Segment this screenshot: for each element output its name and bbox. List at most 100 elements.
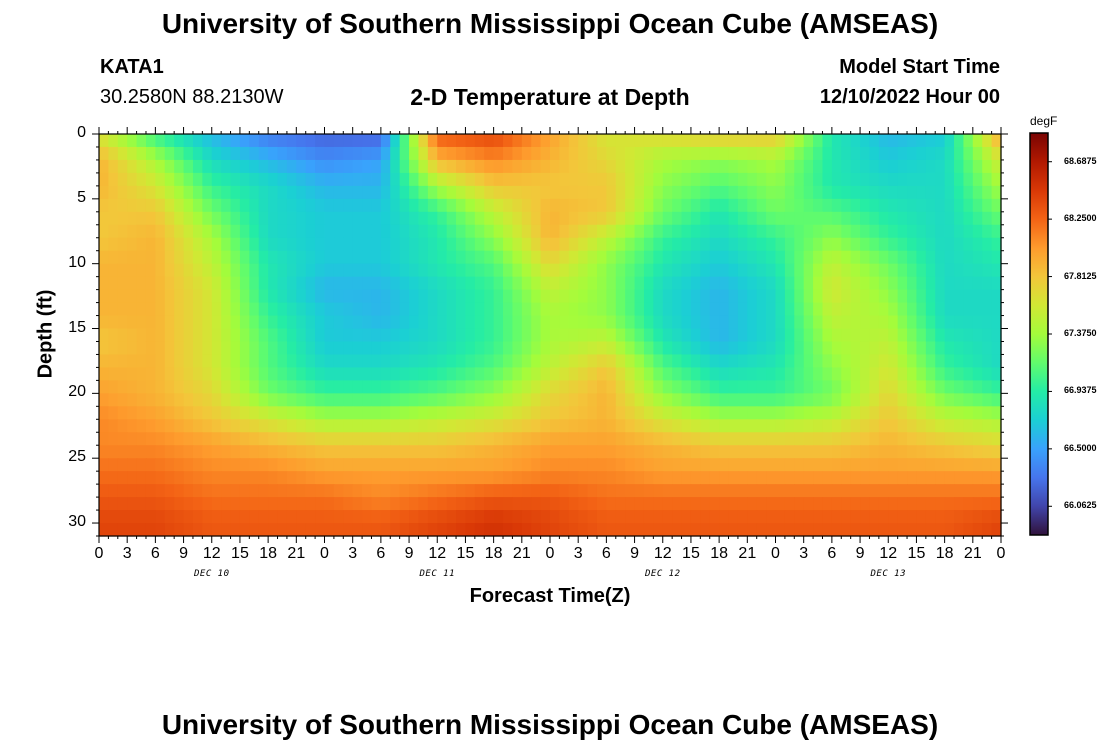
heatmap-cell [831, 406, 842, 420]
heatmap-cell [456, 406, 467, 420]
heatmap-cell [315, 134, 326, 148]
heatmap-cell [277, 198, 288, 213]
heatmap-cell [756, 185, 767, 200]
heatmap-cell [897, 250, 908, 265]
heatmap-cell [343, 185, 354, 200]
heatmap-cell [202, 276, 213, 291]
heatmap-cell [700, 198, 711, 213]
heatmap-cell [493, 276, 504, 291]
heatmap-cell [296, 523, 307, 537]
heatmap-cell [380, 198, 391, 213]
heatmap-cell [841, 432, 852, 446]
heatmap-cell [380, 445, 391, 459]
heatmap-cell [681, 406, 692, 420]
heatmap-cell [239, 276, 250, 291]
heatmap-cell [813, 250, 824, 265]
heatmap-cell [390, 341, 401, 356]
heatmap-cell [484, 471, 495, 485]
heatmap-cell [380, 419, 391, 433]
heatmap-cell [456, 341, 467, 356]
heatmap-cell [672, 406, 683, 420]
heatmap-cell [596, 211, 607, 226]
heatmap-cell [446, 302, 457, 317]
heatmap-cell [192, 276, 203, 291]
heatmap-cell [972, 302, 983, 317]
heatmap-cell [437, 289, 448, 304]
heatmap-cell [578, 393, 589, 407]
heatmap-cell [99, 419, 109, 433]
heatmap-cell [127, 354, 138, 369]
heatmap-cell [145, 185, 156, 200]
heatmap-cell [775, 419, 786, 433]
heatmap-cell [578, 458, 589, 472]
heatmap-cell [136, 510, 147, 524]
heatmap-cell [305, 172, 316, 187]
heatmap-cell [399, 406, 410, 420]
heatmap-cell [249, 276, 260, 291]
heatmap-cell [456, 172, 467, 187]
heatmap-cell [230, 185, 241, 200]
heatmap-cell [954, 497, 965, 511]
heatmap-cell [643, 419, 654, 433]
heatmap-cell [766, 237, 777, 252]
heatmap-cell [681, 224, 692, 239]
heatmap-cell [249, 185, 260, 200]
heatmap-cell [991, 445, 1002, 459]
heatmap-cell [587, 367, 598, 381]
heatmap-cell [239, 289, 250, 304]
heatmap-cell [559, 302, 570, 317]
heatmap-cell [512, 458, 523, 472]
heatmap-cell [709, 302, 720, 317]
heatmap-cell [427, 458, 438, 472]
heatmap-cell [540, 185, 551, 200]
heatmap-cell [728, 237, 739, 252]
heatmap-cell [653, 134, 664, 148]
heatmap-cell [127, 224, 138, 239]
heatmap-cell [174, 276, 185, 291]
heatmap-cell [315, 341, 326, 356]
heatmap-cell [925, 289, 936, 304]
heatmap-cell [493, 484, 504, 498]
heatmap-cell [709, 484, 720, 498]
heatmap-cell [155, 146, 166, 161]
heatmap-cell [550, 406, 560, 420]
heatmap-cell [709, 289, 720, 304]
heatmap-cell [540, 380, 551, 394]
heatmap-cell [136, 458, 147, 472]
heatmap-cell [409, 237, 420, 252]
heatmap-cell [305, 211, 316, 226]
heatmap-cell [164, 328, 175, 343]
heatmap-cell [484, 406, 495, 420]
heatmap-cell [249, 458, 260, 472]
heatmap-cell [897, 432, 908, 446]
heatmap-cell [409, 406, 420, 420]
heatmap-cell [343, 328, 354, 343]
heatmap-cell [860, 146, 871, 161]
heatmap-cell [437, 458, 448, 472]
heatmap-cell [784, 237, 795, 252]
heatmap-cell [653, 315, 664, 330]
heatmap-cell [944, 367, 955, 381]
heatmap-cell [249, 198, 260, 213]
heatmap-cell [437, 159, 448, 174]
heatmap-cell [512, 211, 523, 226]
heatmap-cell [822, 367, 833, 381]
heatmap-cell [474, 523, 485, 537]
heatmap-cell [653, 328, 664, 343]
heatmap-cell [531, 185, 542, 200]
heatmap-cell [653, 159, 664, 174]
heatmap-cell [127, 134, 138, 148]
heatmap-cell [822, 432, 833, 446]
heatmap-cell [925, 354, 936, 369]
heatmap-cell [916, 432, 927, 446]
heatmap-cell [230, 198, 241, 213]
heatmap-cell [362, 393, 373, 407]
heatmap-cell [775, 523, 786, 537]
heatmap-cell [474, 237, 485, 252]
heatmap-cell [108, 445, 119, 459]
heatmap-cell [615, 354, 626, 369]
heatmap-cell [690, 134, 701, 148]
heatmap-cell [268, 185, 279, 200]
heatmap-cell [784, 497, 795, 511]
heatmap-cell [568, 406, 579, 420]
